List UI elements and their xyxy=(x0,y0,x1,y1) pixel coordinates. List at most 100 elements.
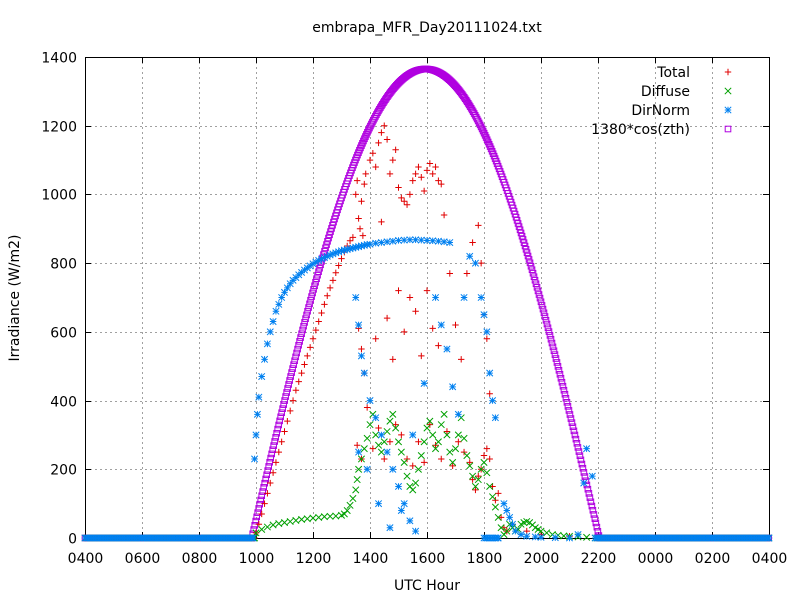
data-point xyxy=(300,266,309,274)
data-point xyxy=(506,513,514,521)
data-point xyxy=(438,455,445,463)
data-point xyxy=(511,527,519,535)
data-point xyxy=(346,245,354,253)
data-point xyxy=(282,393,289,400)
data-point xyxy=(275,520,283,528)
data-point xyxy=(418,174,425,181)
data-point xyxy=(253,513,261,521)
data-point xyxy=(289,397,297,404)
data-point xyxy=(356,225,364,232)
data-point xyxy=(451,445,460,453)
legend-marker xyxy=(724,87,732,95)
data-point xyxy=(475,472,482,480)
data-point xyxy=(575,448,583,455)
data-point xyxy=(417,451,425,460)
data-point xyxy=(383,314,391,322)
data-point xyxy=(257,496,265,504)
data-point xyxy=(551,351,559,358)
data-point xyxy=(386,438,394,445)
data-point xyxy=(383,427,391,436)
data-point xyxy=(486,482,494,491)
data-point xyxy=(274,425,281,433)
data-point xyxy=(483,445,491,452)
data-point xyxy=(409,486,417,494)
data-point xyxy=(558,378,566,386)
data-point xyxy=(463,270,471,277)
data-point xyxy=(352,293,360,302)
data-point xyxy=(283,284,291,292)
x-tick-label: 1200 xyxy=(296,551,332,567)
data-point xyxy=(377,238,385,247)
data-point xyxy=(523,249,531,256)
data-point xyxy=(529,269,537,277)
data-point xyxy=(269,317,277,326)
data-point xyxy=(420,379,428,387)
data-point xyxy=(363,131,370,138)
data-point xyxy=(474,476,482,484)
data-point xyxy=(281,428,288,435)
data-point xyxy=(357,242,366,250)
data-point xyxy=(455,438,462,445)
data-point xyxy=(301,361,308,368)
x-tick-label: 0200 xyxy=(695,551,731,567)
data-point xyxy=(481,132,489,139)
data-point xyxy=(460,293,468,302)
data-point xyxy=(374,500,383,508)
data-point xyxy=(386,170,394,178)
data-point xyxy=(522,246,530,253)
data-point xyxy=(262,475,269,483)
data-point xyxy=(320,254,328,262)
data-point xyxy=(548,339,556,347)
data-point xyxy=(545,328,553,335)
data-point xyxy=(299,326,306,334)
data-point xyxy=(486,390,493,397)
data-point xyxy=(303,264,311,272)
x-tick-label: 0400 xyxy=(752,551,788,567)
data-point xyxy=(265,463,272,470)
data-point xyxy=(290,361,297,368)
data-point xyxy=(584,485,592,493)
data-point xyxy=(268,450,275,458)
data-point xyxy=(409,431,417,439)
data-point xyxy=(278,409,285,417)
data-point xyxy=(488,493,497,501)
data-point xyxy=(588,472,596,480)
data-point xyxy=(315,513,323,521)
data-point xyxy=(252,431,260,439)
data-point xyxy=(366,397,374,405)
data-point xyxy=(480,452,488,459)
legend-marker xyxy=(724,106,732,114)
data-point xyxy=(495,490,502,497)
data-point xyxy=(554,363,562,370)
data-point xyxy=(414,465,423,473)
data-point xyxy=(423,287,431,294)
data-point xyxy=(401,328,408,336)
data-point xyxy=(275,300,283,308)
data-point xyxy=(431,445,440,453)
data-point xyxy=(469,476,476,483)
data-point xyxy=(258,492,265,500)
data-point xyxy=(255,393,263,401)
data-point xyxy=(466,462,474,470)
y-tick-label: 600 xyxy=(50,326,77,342)
data-point xyxy=(541,313,549,320)
data-point xyxy=(361,180,368,188)
data-point xyxy=(394,438,403,446)
data-point xyxy=(269,469,277,476)
data-point xyxy=(332,512,340,520)
data-point xyxy=(260,355,269,363)
data-point xyxy=(317,255,326,263)
data-point xyxy=(594,528,602,535)
data-point xyxy=(527,262,535,270)
data-point xyxy=(353,476,361,484)
y-axis-ticks: 0 200 400 600 800 1000 1200 1400 xyxy=(41,51,769,548)
data-point xyxy=(320,513,328,521)
data-point xyxy=(392,424,400,432)
data-point xyxy=(278,293,286,302)
data-point xyxy=(309,260,317,268)
data-point xyxy=(363,465,371,473)
data-point xyxy=(480,458,488,466)
data-point xyxy=(412,236,420,244)
data-point xyxy=(283,389,290,396)
